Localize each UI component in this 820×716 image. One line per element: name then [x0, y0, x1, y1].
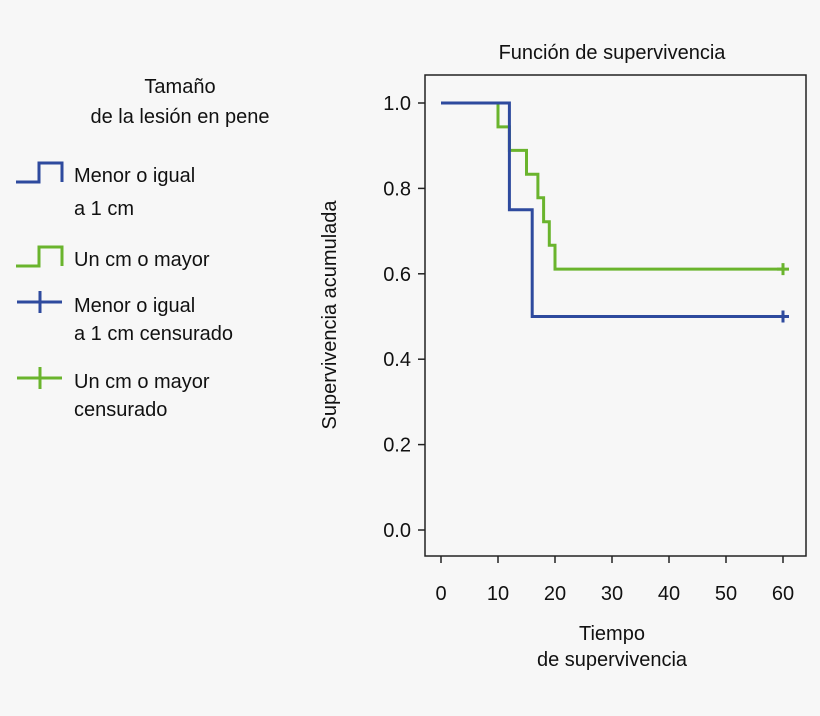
series-line-1	[441, 101, 783, 318]
y-tick-label: 1.0	[383, 93, 411, 115]
x-tick-label: 20	[544, 583, 566, 605]
legend-cross-icon	[17, 367, 62, 389]
plot-frame	[424, 74, 807, 557]
legend-label: Menor o igual	[74, 295, 195, 317]
legend-label: Un cm o mayor	[74, 249, 210, 271]
legend-label: a 1 cm	[74, 198, 134, 220]
x-tick-label: 60	[772, 583, 794, 605]
y-tick-label: 0.8	[383, 178, 411, 200]
x-tick-label: 40	[658, 583, 680, 605]
legend-cross-icon	[17, 291, 62, 313]
y-tick-label: 0.6	[383, 264, 411, 286]
legend-label: Un cm o mayor	[74, 371, 210, 393]
legend-label: censurado	[74, 399, 167, 421]
x-tick-label: 0	[435, 583, 446, 605]
y-tick-label: 0.0	[383, 520, 411, 542]
censor-mark	[777, 310, 789, 323]
series-line-0	[441, 101, 783, 271]
x-axis-label-line1: Tiempo	[579, 623, 645, 645]
y-tick-label: 0.2	[383, 435, 411, 457]
chart-title: Función de supervivencia	[499, 42, 727, 64]
y-axis-label: Supervivencia acumulada	[319, 200, 341, 430]
legend-step-icon	[16, 161, 64, 184]
y-tick-label: 0.4	[383, 349, 411, 371]
legend-title: Tamaño	[144, 76, 215, 98]
legend-label: a 1 cm censurado	[74, 323, 233, 345]
x-tick-label: 10	[487, 583, 509, 605]
legend: Tamaño de la lesión en pene Menor o igual a…	[16, 76, 270, 421]
legend-step-icon	[16, 245, 64, 268]
censor-mark	[777, 263, 789, 276]
x-tick-label: 30	[601, 583, 623, 605]
legend-label: Menor o igual	[74, 165, 195, 187]
x-tick-label: 50	[715, 583, 737, 605]
legend-title: de la lesión en pene	[90, 106, 269, 128]
x-axis-label-line2: de supervivencia	[537, 649, 688, 671]
